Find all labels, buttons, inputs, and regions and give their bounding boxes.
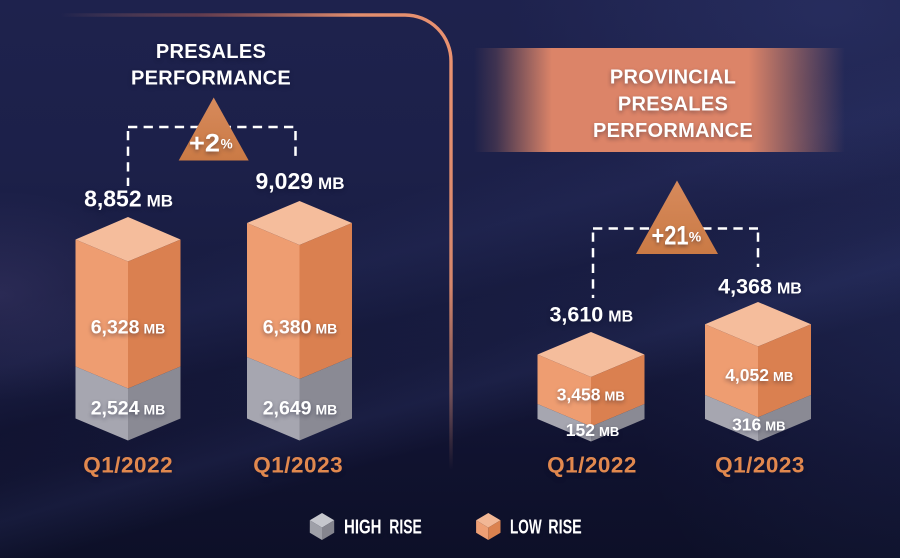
svg-text:%: % — [689, 228, 702, 244]
svg-text:+2: +2 — [189, 130, 220, 158]
svg-text:PERFORMANCE: PERFORMANCE — [131, 68, 291, 90]
svg-text:%: % — [221, 136, 233, 151]
svg-text:+21: +21 — [652, 221, 689, 251]
svg-text:Q1/2022: Q1/2022 — [83, 452, 173, 477]
svg-text:RISE: RISE — [389, 517, 422, 539]
svg-text:Q1/2023: Q1/2023 — [715, 452, 805, 477]
svg-text:RISE: RISE — [548, 517, 581, 539]
svg-text:PROVINCIAL: PROVINCIAL — [610, 67, 736, 89]
svg-text:HIGH: HIGH — [344, 517, 382, 539]
svg-text:PRESALES: PRESALES — [618, 93, 728, 115]
svg-text:PRESALES: PRESALES — [156, 41, 266, 63]
svg-text:Q1/2022: Q1/2022 — [547, 452, 637, 477]
svg-text:PERFORMANCE: PERFORMANCE — [593, 120, 753, 142]
svg-text:Q1/2023: Q1/2023 — [253, 452, 343, 477]
svg-text:LOW: LOW — [510, 517, 542, 539]
